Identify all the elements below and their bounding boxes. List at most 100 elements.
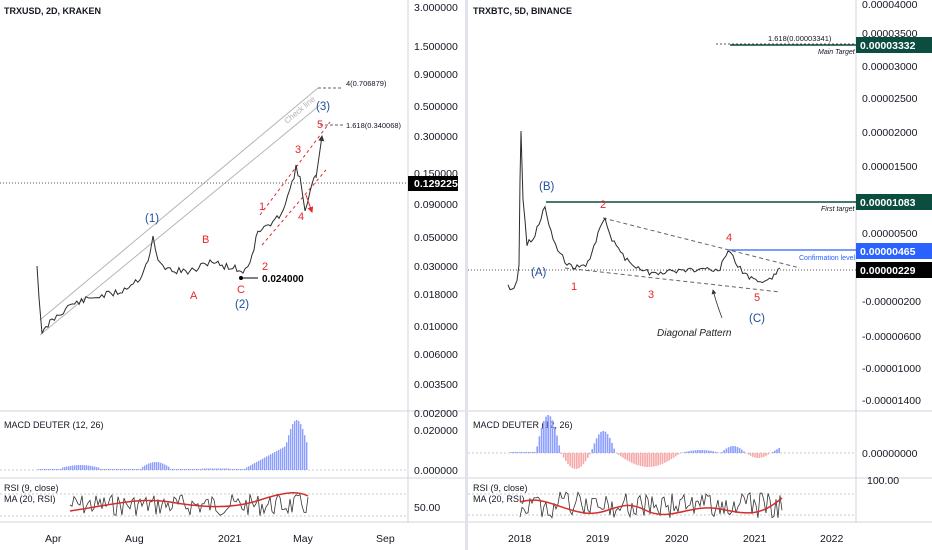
left-macd-bar [188, 469, 190, 470]
right-macd-bar [688, 451, 690, 453]
right-macd-bar [600, 431, 602, 453]
right-macd-bar [694, 450, 697, 453]
right-macd-bar [534, 452, 536, 453]
right-macd-bar [573, 453, 576, 469]
left-macd-bar [78, 465, 80, 470]
right-macd-bar [532, 452, 534, 453]
right-macd-bar [710, 450, 712, 453]
left-macd-bar [136, 469, 138, 470]
right-macd-bar [536, 446, 538, 453]
left-macd-bar [158, 462, 160, 470]
right-rsi-title: RSI (9, close) [473, 483, 528, 493]
right-macd-bar [657, 453, 659, 466]
left-macd-bar [290, 428, 292, 470]
right-y-tick: 0.00000500 [862, 228, 918, 240]
left-macd-bar [216, 468, 218, 470]
projection-arrow [315, 135, 325, 179]
left-macd-bar [92, 466, 94, 470]
right-macd-bar [584, 453, 587, 462]
right-macd-bar [672, 453, 675, 458]
left-macd-bar [280, 448, 282, 470]
first-target-value: 0.00001083 [860, 197, 916, 209]
left-upper-channel-line [39, 87, 319, 321]
left-macd-bar [230, 469, 232, 470]
left-macd-bar [124, 469, 126, 470]
right-macd-bar [646, 453, 648, 467]
left-macd-bar [62, 467, 64, 470]
left-macd-bar [98, 467, 100, 470]
wave-channel-lower [261, 169, 327, 246]
right-macd-bar [738, 448, 741, 453]
diagonal-lower-line [564, 267, 781, 293]
left-y-tick: 0.500000 [414, 101, 458, 113]
left-y-tick: 0.010000 [414, 321, 458, 333]
left-macd-bar [242, 469, 244, 470]
right-macd-bar [521, 452, 523, 453]
right-macd-bar [545, 416, 547, 453]
left-macd-bar [276, 450, 278, 470]
right-macd-bar [556, 435, 558, 453]
left-macd-bar [272, 453, 274, 470]
right-macd-bar [529, 452, 532, 453]
left-macd-bar [66, 466, 68, 470]
right-x-tick: 2019 [586, 533, 610, 545]
right-macd-bar [686, 451, 688, 453]
left-macd-bar [122, 469, 124, 470]
left-macd-bar [178, 469, 180, 470]
right-macd-bar [765, 453, 767, 456]
wave-label-red: 5 [317, 119, 323, 131]
right-macd-bar [582, 453, 585, 465]
right-macd-bar [763, 453, 765, 457]
right-macd-bar [518, 452, 521, 453]
left-x-tick: 2021 [218, 533, 242, 545]
left-macd-bar [70, 465, 72, 470]
left-macd-bar [102, 469, 104, 470]
left-macd-bar [128, 469, 130, 470]
right-macd-bar [741, 449, 743, 453]
right-macd-bar [655, 453, 657, 467]
left-y-tick: 1.500000 [414, 41, 458, 53]
right-macd-bar [613, 448, 615, 453]
right-macd-bar [626, 453, 629, 461]
right-current-price-value: 0.00000229 [860, 265, 916, 277]
right-macd-bar [650, 453, 653, 467]
left-macd-bar [254, 463, 256, 470]
right-macd-bar [758, 453, 761, 458]
left-macd-bar [108, 469, 110, 470]
left-macd-bar [82, 465, 84, 470]
left-macd-bar [286, 442, 288, 470]
wave-label-red: 3 [295, 144, 301, 156]
wave-label-red: 3 [648, 289, 654, 301]
left-macd-bar [64, 467, 66, 470]
left-macd-bar [116, 469, 118, 470]
right-macd-bar [708, 450, 710, 453]
left-macd-bar [40, 469, 42, 470]
left-macd-bar [252, 464, 254, 470]
left-macd-bar [262, 458, 264, 470]
wave-label-blue: (A) [531, 267, 547, 279]
left-macd-bar [112, 469, 114, 470]
left-macd-bar [250, 465, 252, 470]
right-macd-bar [721, 451, 723, 453]
main-target-badge [856, 37, 932, 53]
right-macd-bar [714, 451, 717, 453]
wave-label-blue: (1) [145, 213, 159, 225]
left-macd-bar [274, 452, 276, 470]
left-macd-bar [266, 456, 268, 470]
left-macd-bar [80, 465, 82, 470]
right-macd-bar [727, 447, 730, 453]
right-macd-bar [754, 453, 756, 458]
right-y-tick: 0.00002000 [862, 127, 918, 139]
left-macd-histogram [38, 420, 308, 470]
left-y-ticks: 3.000000 1.500000 0.900000 0.500000 0.30… [414, 2, 458, 420]
right-rsi-ma-title: MA (20, RSI) [473, 494, 525, 504]
right-macd-bar [551, 420, 554, 453]
left-macd-bar [46, 469, 48, 470]
left-x-tick: Sep [376, 533, 395, 545]
left-macd-bar [206, 468, 208, 470]
low-marker-label: 0.024000 [262, 274, 304, 285]
left-macd-bar [306, 442, 308, 470]
left-macd-bar [236, 469, 238, 470]
right-macd-bar [617, 453, 620, 455]
right-macd-bar [683, 452, 686, 453]
